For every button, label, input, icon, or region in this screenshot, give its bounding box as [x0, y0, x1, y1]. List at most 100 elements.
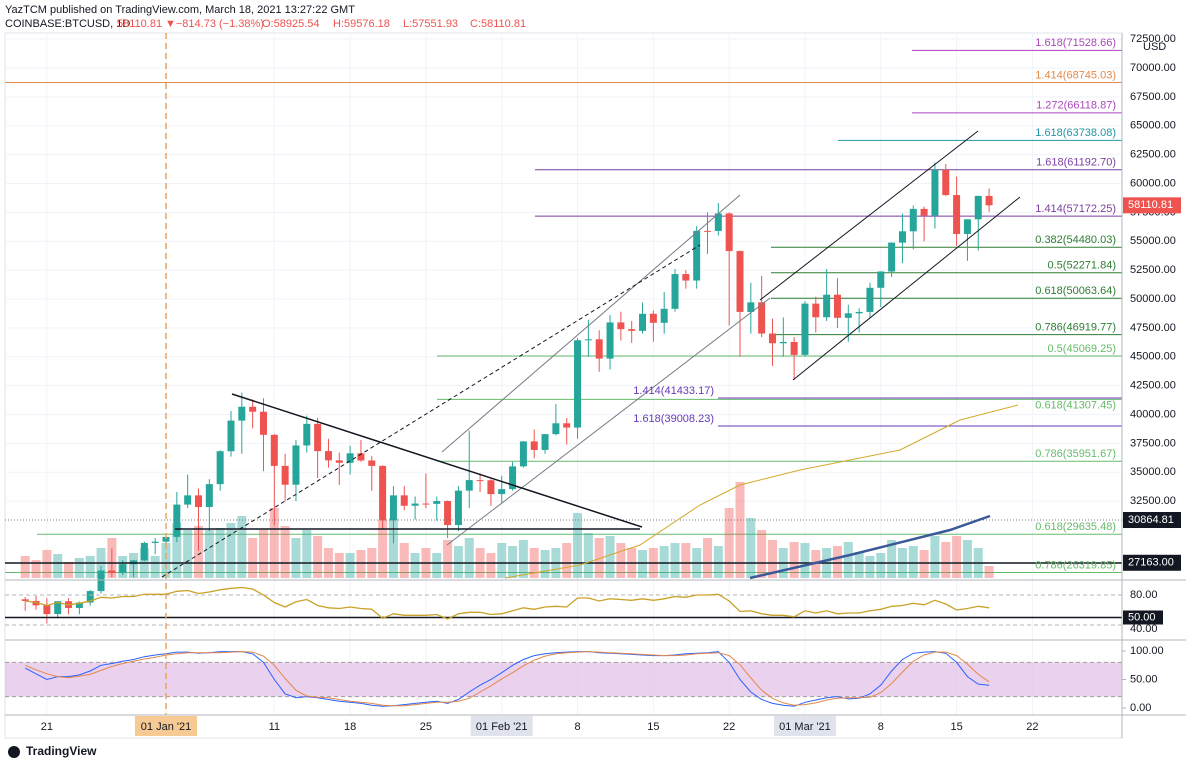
candle-body [725, 213, 733, 252]
triangle-top [231, 393, 643, 528]
level-label: 0.382(54480.03) [1035, 234, 1116, 246]
candle-body [682, 274, 690, 281]
candle-body [281, 465, 289, 485]
volume-bar [42, 550, 52, 578]
candle-body [985, 195, 993, 206]
y-tick-label: 32500.00 [1130, 495, 1176, 507]
candle-body [216, 451, 224, 485]
y-tick-label: 47500.00 [1130, 322, 1176, 334]
volume-bar [573, 513, 583, 578]
volume-bar [497, 543, 507, 578]
level-label: 1.618(39008.23) [633, 413, 714, 425]
candle-body [465, 480, 473, 491]
volume-bar [908, 546, 918, 578]
y-tick-label: 40000.00 [1130, 408, 1176, 420]
y-tick-label: 55000.00 [1130, 235, 1176, 247]
volume-bar [952, 536, 962, 578]
candle-body [292, 445, 300, 485]
candle-body [205, 484, 213, 508]
time-label-box [773, 716, 836, 736]
level-label: 0.618(41307.45) [1035, 399, 1116, 411]
x-tick-label: 15 [950, 721, 962, 733]
volume-bar [713, 546, 723, 578]
march-channel-lower [792, 196, 1021, 381]
candle-body [346, 453, 354, 463]
candle-body [238, 406, 246, 421]
volume-bar [302, 530, 312, 578]
y-tick-label: 72500.00 [1130, 33, 1176, 45]
publisher: YazTCM published on TradingView.com, Mar… [5, 4, 355, 16]
volume-bar [800, 543, 810, 578]
footer-brand: TradingView [26, 744, 97, 758]
candle-body [379, 465, 387, 521]
candle-body [303, 423, 311, 446]
x-tick-label: 18 [344, 721, 356, 733]
candle-body [790, 341, 798, 355]
candle-body [54, 601, 62, 615]
price-label-box [1123, 512, 1181, 529]
x-tick-label: 21 [41, 721, 53, 733]
channel-mid [161, 244, 701, 578]
volume-bar [356, 550, 366, 578]
candle-body [21, 599, 29, 601]
volume-bar [150, 556, 160, 578]
volume-bar [410, 553, 420, 578]
candle-body [747, 302, 755, 312]
candle-body [86, 591, 94, 603]
logo [8, 746, 20, 758]
march-channel-upper [759, 130, 979, 301]
x-tick-label: 25 [420, 721, 432, 733]
candle-body [119, 564, 127, 573]
symbol: COINBASE:BTCUSD, 1D [5, 18, 130, 30]
volume-bar [508, 546, 518, 578]
volume-bar [562, 543, 572, 578]
level-label: 1.414(41433.17) [633, 385, 714, 397]
level-label: 0.786(46919.77) [1035, 321, 1116, 333]
rsi-tick-label: 40.00 [1130, 623, 1158, 635]
candle-body [454, 490, 462, 526]
price-label: 58110.81 [1128, 199, 1173, 211]
candle-body [400, 495, 408, 506]
volume-bar [226, 523, 236, 578]
candle-body [584, 339, 592, 341]
candle-body [530, 441, 538, 450]
candle-body [877, 271, 885, 288]
volume-bar [215, 528, 225, 578]
price-label-box [1123, 554, 1181, 571]
volume-bar [941, 542, 951, 578]
volume-bar [638, 550, 648, 578]
stoch-band [5, 662, 1122, 697]
candle-body [920, 208, 928, 216]
price-label: 27163.00 [1128, 557, 1174, 569]
volume-bar [865, 556, 875, 578]
rsi-line [25, 586, 990, 620]
volume-bar [432, 553, 442, 578]
candle-body [779, 341, 787, 344]
stoch-line [24, 651, 990, 707]
volume-bar [399, 543, 409, 578]
volume-bar [280, 526, 290, 578]
candle-body [357, 453, 365, 461]
volume-bar [616, 543, 626, 578]
candle-body [595, 339, 603, 359]
volume-bar [919, 550, 929, 578]
y-tick-label: 52500.00 [1130, 264, 1176, 276]
volume-bar [583, 533, 593, 578]
volume-bar [659, 546, 669, 578]
candle-body [422, 503, 430, 505]
volume-bar [854, 552, 864, 578]
y-tick-label: 45000.00 [1130, 351, 1176, 363]
volume-bar [53, 554, 63, 578]
candle-body [660, 308, 668, 323]
candle-body [140, 542, 148, 561]
change: ▼−814.73 (−1.38%) [165, 18, 264, 30]
volume-bar [183, 530, 193, 578]
candle-body [888, 242, 896, 272]
candle-body [487, 480, 495, 495]
level-label: 0.618(50063.64) [1035, 285, 1116, 297]
volume-bar [486, 553, 496, 578]
currency: USD [1143, 41, 1166, 53]
candle-body [184, 495, 192, 505]
volume-bar [453, 546, 463, 578]
